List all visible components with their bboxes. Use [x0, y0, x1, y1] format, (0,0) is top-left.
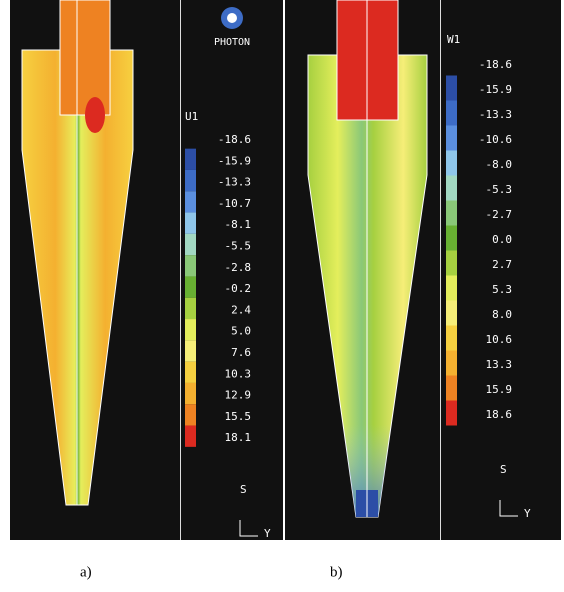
contour — [85, 97, 105, 133]
legend-label: -18.6 — [218, 133, 251, 146]
legend-swatch — [446, 200, 457, 226]
caption: b) — [330, 564, 343, 580]
legend-label: -2.8 — [225, 261, 252, 274]
legend-swatch — [446, 150, 457, 176]
legend-label: 13.3 — [486, 358, 513, 371]
legend-swatch — [185, 276, 196, 298]
legend-swatch — [446, 175, 457, 201]
legend-swatch — [185, 297, 196, 320]
legend-label: 8.0 — [492, 308, 512, 321]
legend-label: -15.9 — [218, 154, 251, 167]
legend-bg — [441, 0, 561, 540]
legend-label: 10.6 — [486, 333, 513, 346]
legend-swatch — [185, 233, 196, 256]
legend-swatch — [446, 125, 457, 151]
legend-swatch — [446, 100, 457, 126]
legend-label: -10.6 — [479, 133, 512, 146]
legend-swatch — [185, 404, 196, 426]
legend-label: 12.9 — [225, 389, 252, 402]
axis-label: Y — [264, 527, 271, 540]
legend-label: -2.7 — [486, 208, 513, 221]
legend-label: 18.6 — [486, 408, 513, 421]
caption: a) — [80, 564, 92, 580]
legend-swatch — [446, 250, 457, 276]
axis-label: S — [500, 463, 507, 476]
outlet-pipe — [59, 0, 111, 116]
axis-icon — [499, 500, 518, 517]
legend-swatch — [185, 191, 196, 213]
legend-swatch — [446, 400, 457, 426]
legend-title: W1 — [447, 33, 460, 46]
legend-label: -18.6 — [479, 58, 512, 71]
legend-label: 15.5 — [225, 410, 252, 423]
legend-swatch — [446, 325, 457, 351]
legend-swatch — [446, 350, 457, 376]
logo-text: PHOTON — [214, 37, 250, 48]
legend-label: -5.3 — [486, 183, 513, 196]
legend-label: -15.9 — [479, 83, 512, 96]
legend-swatch — [185, 255, 196, 277]
legend-label: 7.6 — [231, 346, 251, 359]
legend-label: 5.0 — [231, 325, 251, 338]
legend-swatch — [185, 425, 196, 447]
legend-swatch — [185, 382, 196, 405]
legend-label: -13.3 — [479, 108, 512, 121]
legend-title: U1 — [185, 110, 198, 123]
legend-label: 18.1 — [225, 431, 252, 444]
legend-swatch — [446, 275, 457, 301]
legend-label: -8.0 — [486, 158, 513, 171]
axis-label: S — [240, 483, 247, 496]
legend-swatch — [446, 375, 457, 401]
legend-bg — [181, 0, 283, 540]
legend-swatch — [185, 319, 196, 341]
legend-swatch — [185, 148, 196, 170]
legend-swatch — [446, 75, 457, 101]
legend-swatch — [185, 340, 196, 362]
legend-label: -13.3 — [218, 176, 251, 189]
legend-label: -8.1 — [225, 218, 252, 231]
legend-swatch — [185, 169, 196, 192]
legend-label: 2.7 — [492, 258, 512, 271]
legend-label: -10.7 — [218, 197, 251, 210]
legend-swatch — [185, 212, 196, 234]
legend-label: 0.0 — [492, 233, 512, 246]
legend-label: 10.3 — [225, 367, 252, 380]
axis-icon — [239, 520, 258, 537]
axis-label: Y — [524, 507, 531, 520]
legend-label: 5.3 — [492, 283, 512, 296]
legend-label: 15.9 — [486, 383, 513, 396]
legend-label: -5.5 — [225, 240, 252, 253]
legend-label: -0.2 — [225, 282, 252, 295]
legend-swatch — [446, 300, 457, 326]
legend-swatch — [446, 225, 457, 251]
legend-swatch — [185, 361, 196, 383]
logo-icon — [227, 13, 237, 23]
legend-label: 2.4 — [231, 303, 251, 316]
